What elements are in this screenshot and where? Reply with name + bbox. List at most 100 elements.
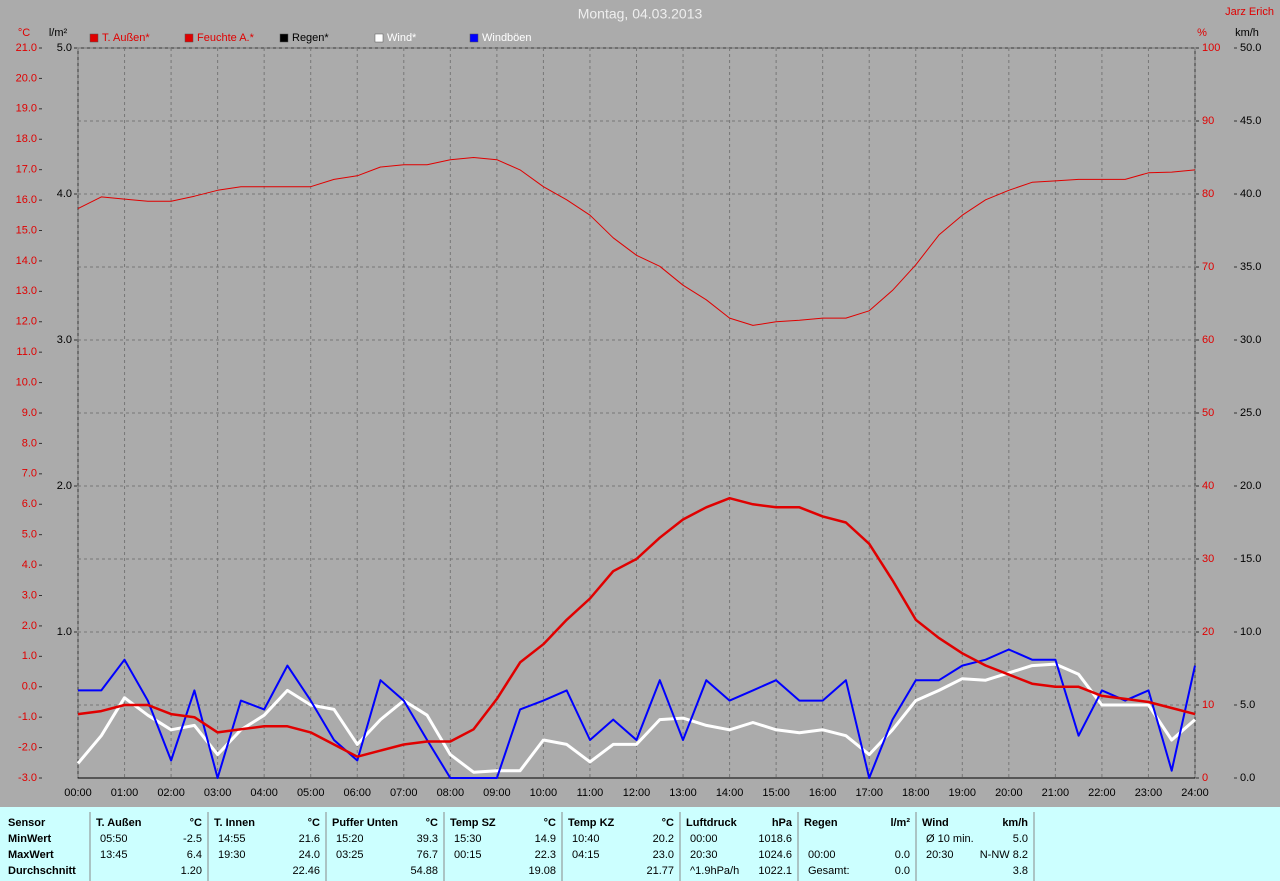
column-name: Regen	[804, 817, 838, 829]
y3-tick-label: 10.0	[1240, 626, 1261, 638]
y2-tick-label: 0	[1202, 772, 1208, 784]
y-tick-label: 8.0	[22, 437, 37, 449]
legend-label: Feuchte A.*	[197, 32, 255, 44]
row-label: MaxWert	[8, 849, 54, 861]
y2-tick-label: 20	[1202, 626, 1214, 638]
x-tick-label: 24:00	[1181, 787, 1209, 799]
cell-value: 24.0	[299, 849, 320, 861]
cell-value: 1.20	[181, 865, 202, 877]
y-tick-label: 19.0	[16, 103, 37, 115]
x-tick-label: 12:00	[623, 787, 651, 799]
column-unit: °C	[662, 817, 674, 829]
cell-value: 21.77	[646, 865, 674, 877]
cell-time: 03:25	[336, 849, 364, 861]
cell-time: Ø 10 min.	[926, 833, 974, 845]
x-tick-label: 22:00	[1088, 787, 1116, 799]
cell-time: 15:20	[336, 833, 364, 845]
credit: Jarz Erich	[1225, 6, 1274, 18]
cell-time: Gesamt:	[808, 865, 850, 877]
legend-swatch	[374, 33, 384, 43]
legend-label: T. Außen*	[102, 32, 150, 44]
x-tick-label: 04:00	[250, 787, 278, 799]
y-tick-label: 3.0	[22, 589, 37, 601]
y-tick-label: 0.0	[22, 681, 37, 693]
y-tick-label: 4.0	[22, 559, 37, 571]
y2-tick-label: 50	[1202, 407, 1214, 419]
x-tick-label: 17:00	[855, 787, 883, 799]
cell-time: 20:30	[926, 849, 954, 861]
x-tick-label: 05:00	[297, 787, 325, 799]
cell-time: 00:00	[808, 849, 836, 861]
cell-value: 19.08	[528, 865, 556, 877]
cell-value: 0.0	[895, 865, 910, 877]
cell-value: 21.6	[299, 833, 320, 845]
column-unit: °C	[544, 817, 556, 829]
y-tick-label: 6.0	[22, 498, 37, 510]
x-tick-label: 06:00	[343, 787, 371, 799]
y4-tick-label: 4.0	[57, 188, 72, 200]
y3-tick-label: 15.0	[1240, 553, 1261, 565]
y-tick-label: 1.0	[22, 650, 37, 662]
y-tick-label: 10.0	[16, 376, 37, 388]
y3-tick-label: 30.0	[1240, 334, 1261, 346]
cell-value: 0.0	[895, 849, 910, 861]
cell-time: 14:55	[218, 833, 246, 845]
row-label: MinWert	[8, 833, 52, 845]
cell-value: 54.88	[410, 865, 438, 877]
x-tick-label: 02:00	[157, 787, 185, 799]
cell-time: 10:40	[572, 833, 600, 845]
x-tick-label: 20:00	[995, 787, 1023, 799]
y3-tick-label: 5.0	[1240, 699, 1255, 711]
column-unit: °C	[426, 817, 438, 829]
x-tick-label: 07:00	[390, 787, 418, 799]
y-tick-label: 14.0	[16, 255, 37, 267]
legend-label: Windböen	[482, 32, 532, 44]
legend-label: Regen*	[292, 32, 329, 44]
y3-tick-label: 25.0	[1240, 407, 1261, 419]
y-tick-label: 20.0	[16, 72, 37, 84]
x-tick-label: 03:00	[204, 787, 232, 799]
y4-axis-label: l/m²	[49, 27, 68, 39]
y2-tick-label: 30	[1202, 553, 1214, 565]
y-tick-label: 21.0	[16, 42, 37, 54]
table-corner: Sensor	[8, 817, 46, 829]
y2-tick-label: 10	[1202, 699, 1214, 711]
column-unit: °C	[308, 817, 320, 829]
y-tick-label: 7.0	[22, 468, 37, 480]
y-tick-label: 15.0	[16, 224, 37, 236]
cell-value: N-NW 8.2	[980, 849, 1028, 861]
y-tick-label: -3.0	[18, 772, 37, 784]
series-line	[77, 496, 1196, 758]
x-tick-label: 09:00	[483, 787, 511, 799]
y4-tick-label: 2.0	[57, 480, 72, 492]
cell-time: ^1.9hPa/h	[690, 865, 739, 877]
cell-time: 00:00	[690, 833, 718, 845]
y3-tick-label: 35.0	[1240, 261, 1261, 273]
cell-value: 22.3	[535, 849, 556, 861]
y-tick-label: -1.0	[18, 711, 37, 723]
y-tick-label: 2.0	[22, 620, 37, 632]
column-name: T. Außen	[96, 817, 142, 829]
series-line	[76, 662, 1196, 774]
x-tick-label: 15:00	[762, 787, 790, 799]
y-tick-label: 12.0	[16, 316, 37, 328]
x-tick-label: 13:00	[669, 787, 697, 799]
legend-label: Wind*	[387, 32, 417, 44]
cell-value: 23.0	[653, 849, 674, 861]
x-tick-label: 08:00	[437, 787, 465, 799]
legend-swatch	[279, 33, 289, 43]
legend-swatch	[469, 33, 479, 43]
y-tick-label: 17.0	[16, 164, 37, 176]
y-tick-label: 16.0	[16, 194, 37, 206]
x-tick-label: 11:00	[577, 787, 604, 799]
x-tick-label: 23:00	[1135, 787, 1163, 799]
x-tick-label: 00:00	[64, 787, 92, 799]
y-tick-label: 18.0	[16, 133, 37, 145]
x-tick-label: 16:00	[809, 787, 837, 799]
cell-value: 6.4	[187, 849, 202, 861]
legend-swatch	[89, 33, 99, 43]
y2-tick-label: 100	[1202, 42, 1220, 54]
cell-value: 5.0	[1013, 833, 1028, 845]
